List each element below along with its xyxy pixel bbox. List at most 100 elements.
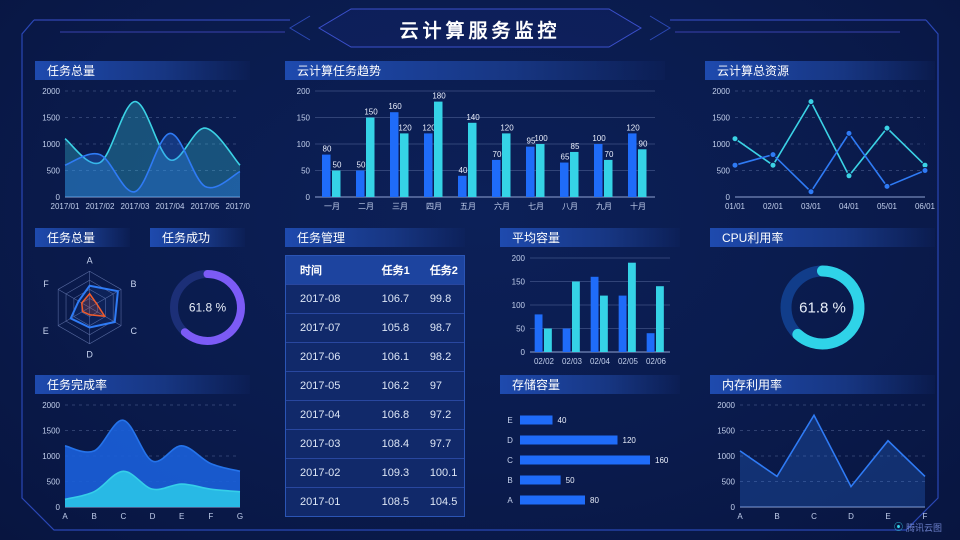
table-cell: 97	[415, 371, 464, 401]
table-cell: 2017-06	[286, 342, 368, 372]
panel-title: 任务总量	[47, 231, 96, 245]
panel-completion-header: 任务完成率	[35, 375, 250, 394]
svg-text:E: E	[43, 326, 49, 336]
panel-cloud-resources: 云计算总资源 0 500 1000 1500 2000 01/01 02/01 03/01 04…	[705, 61, 935, 213]
svg-text:2000: 2000	[712, 87, 730, 96]
svg-text:0: 0	[731, 503, 736, 512]
svg-text:2000: 2000	[717, 401, 735, 410]
table-cell: 106.1	[367, 342, 416, 372]
svg-text:50: 50	[333, 161, 342, 170]
svg-text:120: 120	[623, 436, 637, 445]
svg-text:2017/03: 2017/03	[121, 202, 150, 211]
table-cell: 104.5	[415, 487, 464, 516]
svg-text:1500: 1500	[717, 427, 735, 436]
svg-text:1000: 1000	[42, 452, 60, 461]
table-cell: 2017-04	[286, 400, 368, 430]
svg-text:C: C	[130, 326, 137, 336]
svg-text:160: 160	[388, 102, 402, 111]
svg-text:B: B	[774, 512, 779, 521]
panel-avg-capacity: 平均容量 0 50 100 150 200 02/02 02/03 02/04 02/05 02/…	[500, 228, 680, 368]
svg-text:1500: 1500	[42, 114, 60, 123]
table-cell: 2017-02	[286, 458, 368, 488]
svg-text:E: E	[885, 512, 890, 521]
svg-text:A: A	[87, 255, 93, 265]
cloud-resources-line-chart: 0 500 1000 1500 2000 01/01 02/01 03/01 04/01 05/0…	[705, 80, 935, 213]
panel-task-trend: 云计算任务趋势 0 50 100 150 200 一月 二月 三月 四月 五月 六月 七月 八月 九月 十月…	[285, 61, 665, 213]
panel-title: 内存利用率	[722, 378, 783, 392]
svg-text:E: E	[507, 416, 512, 425]
table-row[interactable]: 2017-07 105.8 98.7	[286, 313, 464, 343]
svg-text:0: 0	[306, 193, 311, 202]
panel-cpu-usage-header: CPU利用率	[710, 228, 935, 247]
svg-text:C: C	[120, 512, 126, 521]
svg-text:05/01: 05/01	[877, 202, 898, 211]
svg-text:一月: 一月	[324, 202, 340, 211]
cpu-usage-gauge: 61.8 %	[710, 247, 935, 368]
table-row[interactable]: 2017-05 106.2 97	[286, 371, 464, 401]
svg-text:61.8 %: 61.8 %	[799, 300, 846, 317]
svg-text:500: 500	[47, 478, 61, 487]
panel-memory: 内存利用率 0 500 1000 1500 2000 A B C D E F	[710, 375, 935, 523]
svg-text:0: 0	[56, 193, 61, 202]
panel-title: 任务成功	[162, 231, 211, 245]
panel-title: CPU利用率	[722, 231, 784, 245]
svg-text:G: G	[237, 512, 243, 521]
svg-text:1500: 1500	[712, 114, 730, 123]
svg-text:02/05: 02/05	[618, 357, 639, 366]
panel-title: 任务完成率	[47, 378, 108, 392]
panel-task-trend-header: 云计算任务趋势	[285, 61, 665, 80]
table-cell: 108.4	[367, 429, 416, 459]
table-cell: 97.2	[415, 400, 464, 430]
panel-task-radar: 任务总量 A B C D E F	[35, 228, 165, 368]
svg-text:D: D	[150, 512, 156, 521]
svg-text:500: 500	[722, 478, 736, 487]
panel-title: 任务总量	[47, 64, 96, 78]
svg-text:A: A	[62, 512, 68, 521]
svg-text:95: 95	[527, 137, 536, 146]
table-cell: 98.7	[415, 313, 464, 343]
table-row[interactable]: 2017-04 106.8 97.2	[286, 400, 464, 430]
svg-text:十月: 十月	[630, 201, 646, 211]
completion-area-chart: 0 500 1000 1500 2000 A B C D E F G	[35, 394, 250, 523]
svg-text:160: 160	[655, 456, 669, 465]
avg-capacity-bar-chart: 0 50 100 150 200 02/02 02/03 02/04 02/05 02/06	[500, 247, 680, 368]
svg-text:D: D	[86, 350, 93, 360]
table-row[interactable]: 2017-03 108.4 97.7	[286, 429, 464, 459]
panel-storage: 存储容量 E 40 D 120 C 160 B 50 A 80	[500, 375, 680, 520]
svg-text:02/06: 02/06	[646, 357, 667, 366]
svg-text:90: 90	[639, 139, 648, 148]
brand-icon: ⦿	[893, 522, 903, 532]
svg-text:F: F	[43, 279, 49, 289]
svg-text:F: F	[923, 512, 928, 521]
svg-text:二月: 二月	[358, 202, 374, 211]
svg-text:九月: 九月	[596, 202, 612, 211]
table-cell: 100.1	[415, 458, 464, 488]
table-row[interactable]: 2017-02 109.3 100.1	[286, 458, 464, 488]
svg-text:40: 40	[558, 416, 567, 425]
svg-text:70: 70	[493, 150, 502, 159]
svg-text:200: 200	[297, 87, 311, 96]
svg-text:02/04: 02/04	[590, 357, 611, 366]
svg-text:A: A	[507, 496, 513, 505]
panel-avg-capacity-header: 平均容量	[500, 228, 680, 247]
svg-text:80: 80	[323, 145, 332, 154]
svg-text:2017/06: 2017/06	[226, 202, 250, 211]
table-cell: 98.2	[415, 342, 464, 372]
svg-text:四月: 四月	[426, 202, 442, 211]
table-row[interactable]: 2017-06 106.1 98.2	[286, 342, 464, 372]
table-cell: 2017-03	[286, 429, 368, 459]
svg-text:01/01: 01/01	[725, 202, 746, 211]
svg-text:02/01: 02/01	[763, 202, 784, 211]
table-cell: 2017-08	[286, 284, 368, 314]
brand-watermark: ⦿ 腾讯云图	[894, 521, 942, 534]
svg-text:200: 200	[512, 254, 526, 263]
svg-text:02/03: 02/03	[562, 357, 583, 366]
svg-text:六月: 六月	[494, 201, 510, 211]
table-cell: 99.8	[415, 284, 464, 314]
table-header-cell: 时间	[286, 256, 368, 285]
svg-text:五月: 五月	[460, 202, 476, 211]
table-row[interactable]: 2017-01 108.5 104.5	[286, 487, 464, 516]
table-row[interactable]: 2017-08 106.7 99.8	[286, 284, 464, 314]
svg-text:F: F	[208, 512, 213, 521]
